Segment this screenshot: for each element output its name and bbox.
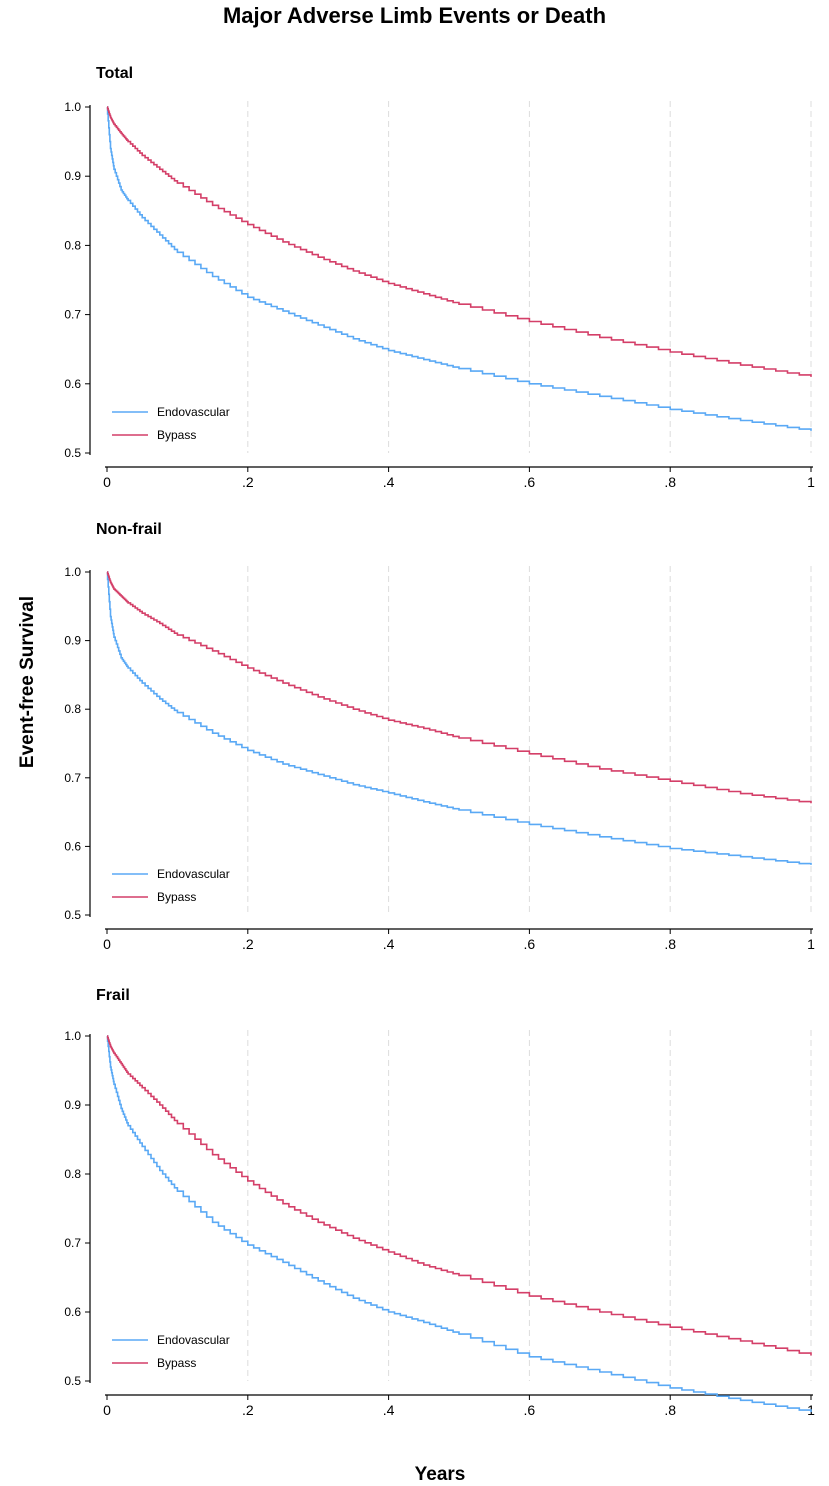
km-chart-frail: 0.50.60.70.80.91.00.2.4.6.8 1Endovascular… bbox=[64, 1029, 815, 1418]
y-tick-label: 0.9 bbox=[64, 169, 81, 183]
series-line-endovascular bbox=[106, 1035, 812, 1413]
series-line-bypass bbox=[106, 106, 812, 377]
y-tick-label: 0.8 bbox=[64, 702, 81, 716]
y-tick-label: 1.0 bbox=[64, 565, 81, 579]
y-tick-label: 0.9 bbox=[64, 1098, 81, 1112]
x-tick-label: .4 bbox=[383, 1402, 395, 1418]
x-tick-label: .8 bbox=[664, 936, 676, 952]
panel-title-total: Total bbox=[96, 65, 134, 82]
x-tick-label: .2 bbox=[242, 936, 254, 952]
y-tick-label: 0.6 bbox=[64, 1305, 81, 1319]
x-tick-label: .6 bbox=[524, 936, 536, 952]
x-tick-label: .6 bbox=[524, 474, 536, 490]
y-tick-label: 1.0 bbox=[64, 1029, 81, 1043]
x-tick-label: 0 bbox=[103, 936, 111, 952]
y-tick-label: 0.5 bbox=[64, 446, 81, 460]
figure-title: Major Adverse Limb Events or Death bbox=[222, 3, 607, 28]
y-tick-label: 1.0 bbox=[64, 100, 81, 114]
legend-label-bypass: Bypass bbox=[157, 428, 196, 442]
y-tick-label: 0.6 bbox=[64, 377, 81, 391]
x-tick-label: .4 bbox=[383, 936, 395, 952]
y-tick-label: 0.5 bbox=[64, 908, 81, 922]
legend-label-endovascular: Endovascular bbox=[157, 867, 230, 881]
x-tick-label: .6 bbox=[524, 1402, 536, 1418]
y-tick-label: 0.7 bbox=[64, 771, 81, 785]
legend-label-bypass: Bypass bbox=[157, 890, 196, 904]
y-tick-label: 0.9 bbox=[64, 634, 81, 648]
x-tick-label: .2 bbox=[242, 1402, 254, 1418]
panel-title-non-frail: Non-frail bbox=[96, 521, 162, 538]
y-tick-label: 0.5 bbox=[64, 1374, 81, 1388]
series-line-bypass bbox=[106, 1035, 812, 1356]
y-tick-label: 0.7 bbox=[64, 308, 81, 322]
x-tick-label: 0 bbox=[103, 1402, 111, 1418]
series-line-endovascular bbox=[106, 571, 812, 865]
legend-label-bypass: Bypass bbox=[157, 1356, 196, 1370]
y-tick-label: 0.6 bbox=[64, 839, 81, 853]
y-tick-label: 0.8 bbox=[64, 238, 81, 252]
km-chart-non-frail: 0.5 0.6 0.7 0.8 0.9 1.0 0 .2 .4 .6 .8 1 Endovascular… bbox=[64, 565, 815, 952]
x-tick-label: .2 bbox=[242, 474, 254, 490]
km-chart-total: 0.5 0.6 0.7 0.8 0.9 1.0 0 .2 .4 .6 .8 1 Endovascular… bbox=[64, 100, 815, 490]
x-axis-label: Years bbox=[414, 1464, 466, 1485]
panel-title-frail: Frail bbox=[96, 987, 130, 1004]
x-tick-label: 1 bbox=[807, 936, 815, 952]
x-tick-label: 0 bbox=[103, 474, 111, 490]
series-line-bypass bbox=[106, 571, 812, 804]
x-tick-label: .4 bbox=[383, 474, 395, 490]
y-tick-label: 0.8 bbox=[64, 1167, 81, 1181]
x-tick-label: 1 bbox=[807, 474, 815, 490]
series-line-endovascular bbox=[106, 106, 812, 431]
y-tick-label: 0.7 bbox=[64, 1236, 81, 1250]
x-tick-label: .8 bbox=[664, 474, 676, 490]
x-tick-label: .8 bbox=[664, 1402, 676, 1418]
legend-label-endovascular: Endovascular bbox=[157, 405, 230, 419]
legend-label-endovascular: Endovascular bbox=[157, 1333, 230, 1347]
